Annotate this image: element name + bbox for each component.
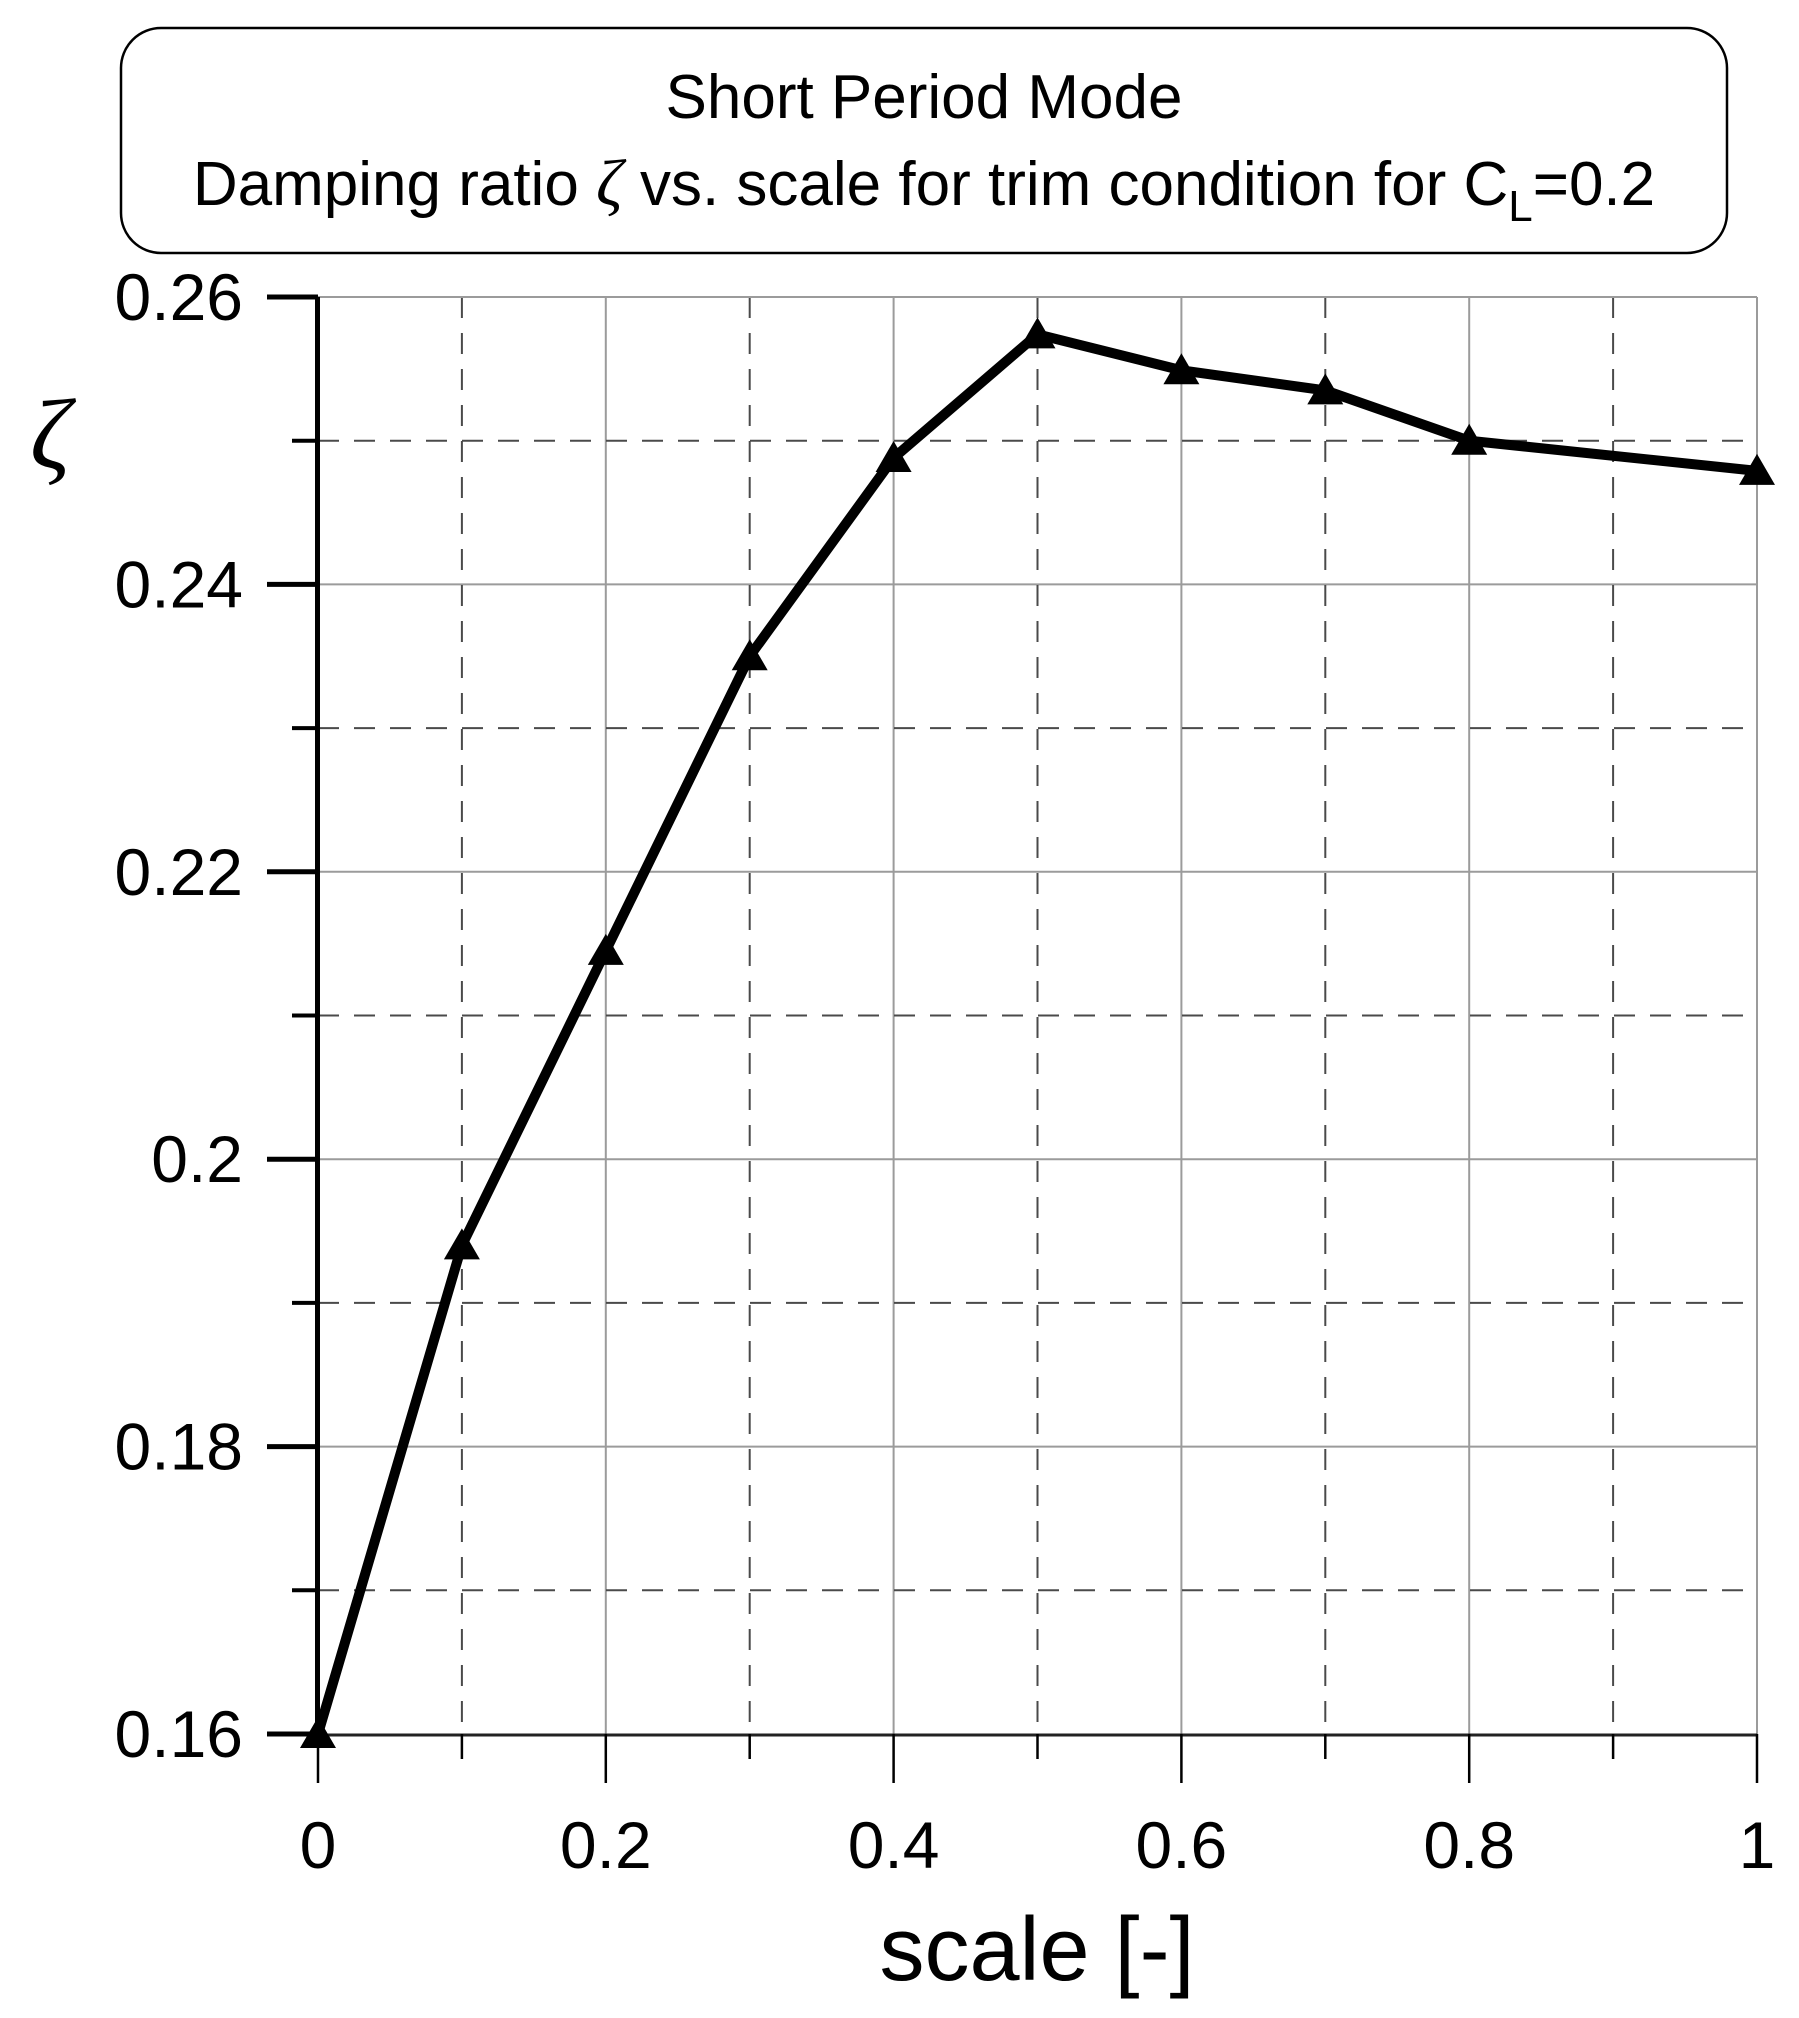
data-point-marker [443, 1228, 480, 1260]
data-point-marker [875, 440, 912, 472]
damping-ratio-curve [313, 328, 1758, 1736]
y-tick-label: 0.24 [115, 547, 243, 621]
x-tick-label: 0.4 [848, 1808, 940, 1882]
y-tick-label: 0.26 [115, 260, 243, 334]
y-tick-label: 0.18 [115, 1410, 243, 1484]
x-tick-label: 0 [300, 1808, 337, 1882]
data-point-marker [1307, 373, 1344, 405]
title-zeta-symbol: ζ [596, 147, 627, 220]
x-tick-label: 0.2 [560, 1808, 652, 1882]
x-tick-label: 0.6 [1136, 1808, 1228, 1882]
chart-title-line1: Short Period Mode [666, 63, 1183, 132]
y-tick-label: 0.22 [115, 835, 243, 909]
title-line2-suffix: =0.2 [1533, 150, 1655, 219]
data-series [300, 317, 1775, 1748]
title-line2-prefix: Damping ratio [193, 150, 596, 219]
data-point-marker [1163, 353, 1200, 385]
title-CL-subscript: L [1508, 182, 1532, 231]
axes-frame [315, 296, 1758, 1737]
gridlines-major [318, 297, 1757, 1734]
chart-title-line2: Damping ratio ζ vs. scale for trim condi… [193, 147, 1655, 231]
title-line2-mid: vs. scale for trim condition for C [623, 150, 1509, 219]
x-tick-label: 1 [1739, 1808, 1776, 1882]
tick-labels: 0.16 0.18 0.2 0.22 0.24 0.26 0 0.2 0.4 0.6 0.8 1 [115, 260, 1776, 1882]
x-axis-label-scale: scale [-] [879, 1900, 1194, 2000]
x-tick-label: 0.8 [1423, 1808, 1515, 1882]
gridlines-minor [318, 297, 1757, 1734]
data-point-marker [1451, 423, 1488, 455]
data-point-marker [1019, 317, 1056, 349]
axis-ticks [267, 294, 1759, 1783]
data-point-marker [587, 933, 624, 965]
y-tick-label: 0.16 [115, 1697, 243, 1771]
title-box [119, 26, 1729, 255]
data-point-marker [1739, 453, 1775, 485]
y-axis-label-zeta: ζ [30, 379, 77, 490]
y-tick-label: 0.2 [151, 1122, 243, 1196]
data-point-marker [731, 639, 768, 671]
data-point-marker [300, 1717, 336, 1748]
